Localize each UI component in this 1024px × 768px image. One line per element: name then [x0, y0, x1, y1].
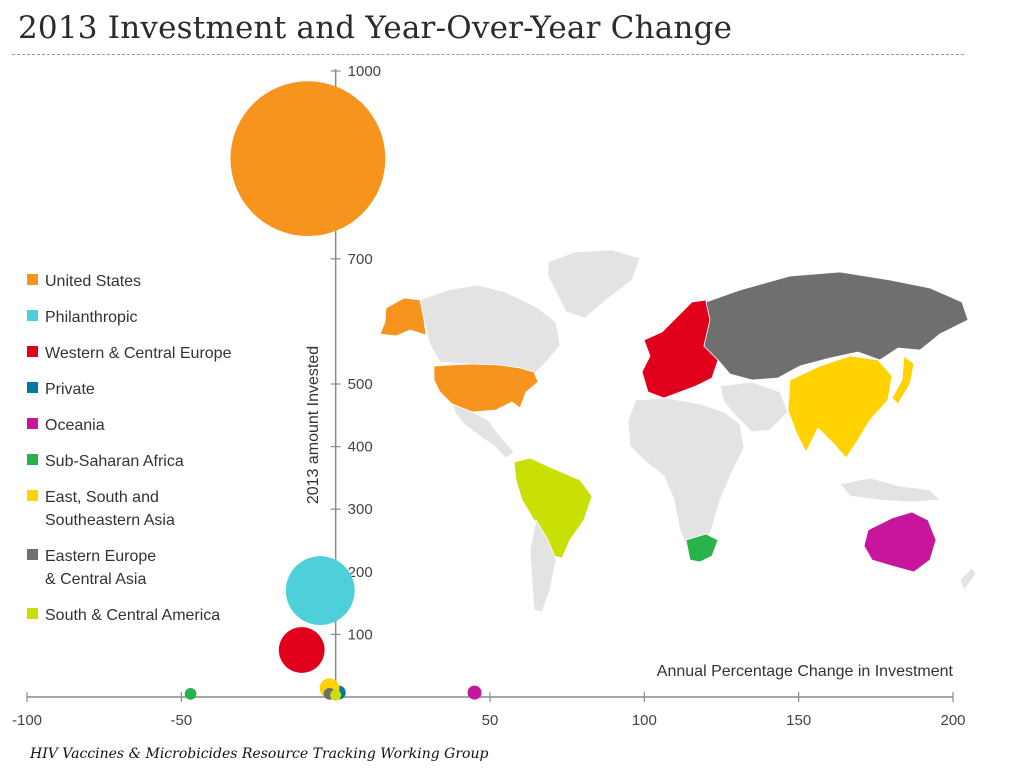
y-tick-label: 700 — [348, 251, 373, 268]
legend-label-united-states: United States — [45, 273, 141, 290]
legend-label-philanthropic: Philanthropic — [45, 309, 138, 326]
y-tick-label: 500 — [348, 376, 373, 393]
legend-label-eastern-europe-central-asia: Eastern Europe — [45, 548, 156, 565]
map-middle-east — [719, 381, 789, 433]
source-note: HIV Vaccines & Microbicides Resource Tra… — [30, 746, 489, 762]
x-tick-label: 50 — [482, 712, 499, 729]
map-alaska — [379, 297, 427, 337]
map-canada — [419, 284, 561, 375]
legend-swatch-united-states — [27, 274, 38, 285]
map-mexico — [451, 403, 515, 459]
legend-label-east-south-and-southeastern-asia: Southeastern Asia — [45, 512, 175, 529]
legend-label-oceania: Oceania — [45, 417, 105, 434]
legend-swatch-sub-saharan-africa — [27, 454, 38, 465]
x-axis-ticks: -100 -50 50 100 150 200 — [12, 692, 966, 729]
legend-swatch-private — [27, 382, 38, 393]
map-south-africa — [685, 533, 719, 563]
bubble-south-central-america — [330, 689, 342, 701]
y-tick-label: 100 — [348, 626, 373, 643]
y-tick-label: 300 — [348, 501, 373, 518]
world-map — [379, 249, 977, 613]
title-divider — [12, 54, 964, 55]
bubble-series — [184, 81, 482, 701]
legend-label-private: Private — [45, 381, 95, 398]
y-tick-label: 400 — [348, 439, 373, 456]
map-russia — [703, 271, 969, 381]
legend-swatch-philanthropic — [27, 310, 38, 321]
bubble-united-states — [230, 81, 386, 237]
map-indonesia — [839, 477, 941, 503]
slide-title: 2013 Investment and Year-Over-Year Chang… — [18, 10, 733, 46]
map-usa — [433, 363, 539, 413]
x-axis-title: Annual Percentage Change in Investment — [657, 663, 954, 680]
x-tick-label: 200 — [940, 712, 965, 729]
map-greenland — [547, 249, 641, 319]
bubble-oceania — [467, 685, 482, 700]
legend: United States Philanthropic Western & Cent… — [27, 273, 232, 624]
x-tick-label: 150 — [786, 712, 811, 729]
x-tick-label: 100 — [632, 712, 657, 729]
legend-swatch-south-central-america — [27, 608, 38, 619]
legend-label-south-central-america: South & Central America — [45, 607, 220, 624]
y-axis-title: 2013 amount Invested — [305, 346, 322, 504]
y-axis-ticks: 1002003004005007008009001000 — [330, 63, 381, 643]
map-southern-cone — [529, 518, 557, 613]
bubble-sub-saharan-africa — [184, 687, 197, 700]
map-western-europe — [641, 299, 719, 399]
legend-swatch-oceania — [27, 418, 38, 429]
y-tick-label: 1000 — [348, 63, 381, 80]
x-tick-label: -50 — [170, 712, 192, 729]
bubble-western-central-europe — [278, 627, 325, 673]
legend-label-western-central-europe: Western & Central Europe — [45, 345, 232, 362]
map-africa — [627, 397, 745, 557]
map-japan — [891, 355, 915, 405]
map-new-zealand — [959, 567, 977, 591]
x-tick-label: -100 — [12, 712, 42, 729]
legend-swatch-western-central-europe — [27, 346, 38, 357]
bubble-philanthropic — [285, 556, 355, 626]
map-australia — [863, 511, 937, 573]
legend-swatch-east-south-and-southeastern-asia — [27, 490, 38, 501]
map-asia — [787, 355, 893, 459]
legend-label-sub-saharan-africa: Sub-Saharan Africa — [45, 453, 184, 470]
map-south-america — [513, 457, 593, 559]
legend-label-eastern-europe-central-asia: & Central Asia — [45, 571, 146, 588]
legend-label-east-south-and-southeastern-asia: East, South and — [45, 489, 159, 506]
y-tick-label: 200 — [348, 564, 373, 581]
bubble-chart: 1002003004005007008009001000 -100-505010… — [12, 63, 977, 729]
legend-swatch-eastern-europe-central-asia — [27, 549, 38, 560]
